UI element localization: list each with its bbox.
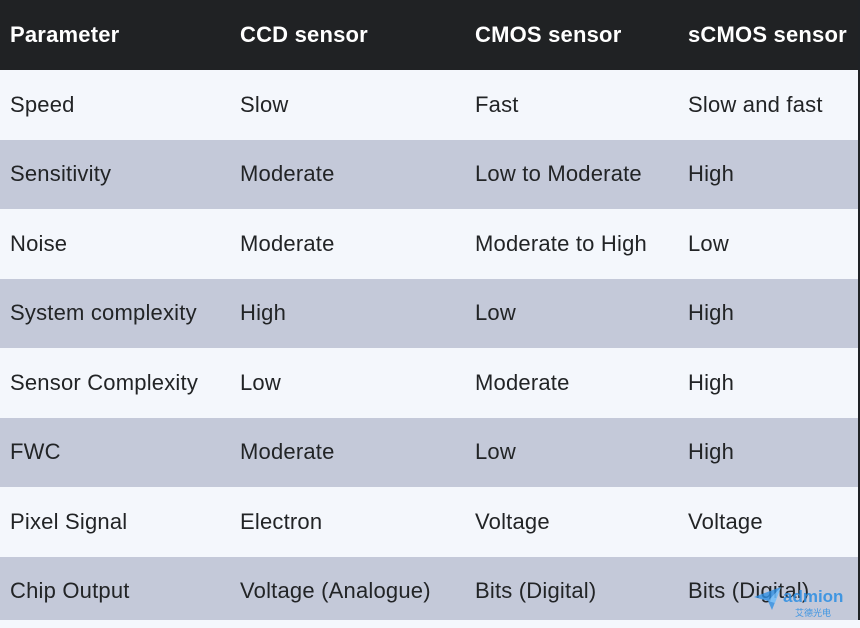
table-cell: Voltage — [475, 508, 550, 534]
table-cell: Moderate — [240, 439, 335, 465]
table-row: System complexity High Low High — [0, 278, 858, 348]
table-cell: Voltage — [688, 508, 763, 534]
table-cell: Electron — [240, 508, 323, 534]
table-cell: Slow — [240, 91, 289, 117]
table-row: Sensor Complexity Low Moderate High — [0, 348, 858, 418]
table-cell: Moderate — [475, 369, 570, 395]
table-cell: Low — [475, 439, 516, 465]
table-cell: FWC — [10, 439, 61, 465]
table-cell: Low — [475, 300, 516, 326]
table-cell: Bits (Digital) — [688, 578, 810, 604]
table-cell: Noise — [10, 230, 68, 256]
table-row: Chip Output Voltage (Analogue) Bits (Dig… — [0, 556, 858, 626]
table-cell: Low — [240, 369, 281, 395]
table-cell: High — [688, 300, 735, 326]
table-cell: Pixel Signal — [10, 508, 128, 534]
table-cell: Chip Output — [10, 578, 130, 604]
table-row: FWC Moderate Low High — [0, 417, 858, 487]
watermark-brand: admion — [783, 587, 843, 606]
watermark-subtitle: 艾德光电 — [795, 607, 831, 619]
table-cell: High — [688, 439, 735, 465]
header-cell: CMOS sensor — [475, 22, 622, 47]
table-cell: Slow and fast — [688, 91, 823, 117]
table-row: Sensitivity Moderate Low to Moderate Hig… — [0, 139, 858, 209]
table-cell: Voltage (Analogue) — [240, 578, 431, 604]
brand-watermark-logo-icon: admion 艾德光电 — [754, 587, 843, 619]
table-row: Pixel Signal Electron Voltage Voltage — [0, 487, 858, 557]
header-cell: CCD sensor — [240, 22, 368, 47]
table-cell: Moderate — [240, 161, 335, 187]
table-cell: Moderate to High — [475, 230, 647, 256]
table-cell: Moderate — [240, 230, 335, 256]
header-cell: sCMOS sensor — [688, 22, 847, 47]
table-cell: High — [688, 369, 735, 395]
table-cell: High — [688, 161, 735, 187]
table-cell: Bits (Digital) — [475, 578, 597, 604]
table-cell: High — [240, 300, 287, 326]
table-cell: System complexity — [10, 300, 197, 326]
table-cell: Fast — [475, 91, 519, 117]
table-row: Noise Moderate Moderate to High Low — [0, 209, 858, 279]
table-bottom-strip — [0, 620, 860, 628]
table-cell: Sensitivity — [10, 161, 112, 187]
header-cell: Parameter — [10, 22, 120, 47]
table-cell: Speed — [10, 91, 75, 117]
table-header-row: Parameter CCD sensor CMOS sensor sCMOS s… — [0, 0, 858, 70]
table-cell: Low — [688, 230, 729, 256]
table-cell: Low to Moderate — [475, 161, 642, 187]
table-cell: Sensor Complexity — [10, 369, 199, 395]
table-row: Speed Slow Fast Slow and fast — [0, 70, 858, 140]
